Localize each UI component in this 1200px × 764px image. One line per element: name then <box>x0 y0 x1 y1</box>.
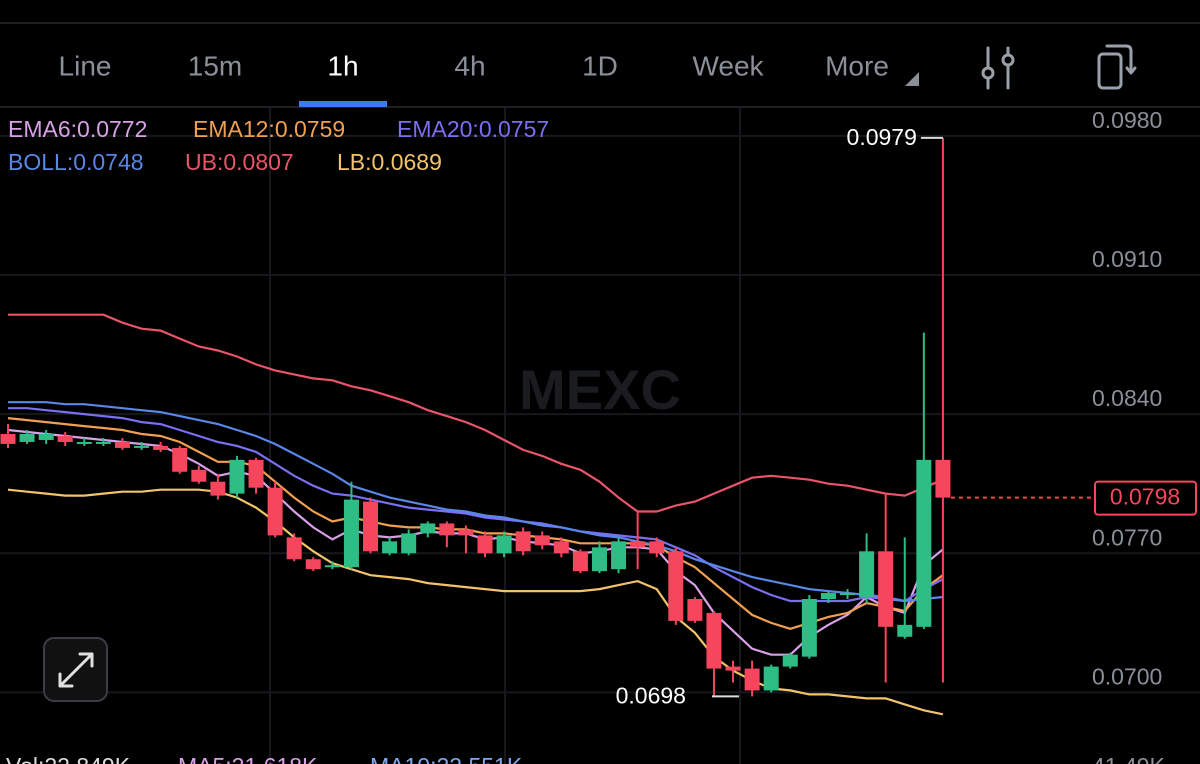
candle-body <box>878 551 894 627</box>
candle-body <box>134 445 150 448</box>
candle-body <box>725 666 741 671</box>
candle-body <box>611 541 627 570</box>
y-tick-label: 0.0910 <box>1092 246 1162 272</box>
candle-body <box>649 541 665 554</box>
tab[interactable]: 4h <box>454 50 485 81</box>
candle-body <box>267 487 283 536</box>
tab[interactable]: 1D <box>582 50 618 81</box>
indicator-line <box>7 417 944 630</box>
indicator-line <box>8 407 944 603</box>
candle-body <box>343 499 359 568</box>
candle-body <box>477 535 493 554</box>
active-tab-underline <box>299 101 387 107</box>
indicator-settings-icon[interactable] <box>981 46 1015 90</box>
candle-body <box>420 523 436 534</box>
candle-body <box>382 541 398 554</box>
legend-entry: BOLL:0.0748 <box>8 149 144 175</box>
candle-body <box>458 529 474 536</box>
candle-body <box>687 599 703 621</box>
volume-label: Vol:22.849K <box>6 753 131 764</box>
legend-entry: EMA12:0.0759 <box>193 116 345 142</box>
plot: 0.0980 0.0910 0.0840 0.0770 0.0700 0.0979 0.06… <box>0 107 1200 764</box>
legend-entry: EMA20:0.0757 <box>397 116 549 142</box>
candle-body <box>38 434 54 440</box>
candle-body <box>820 593 836 600</box>
candle-body <box>763 666 779 691</box>
candle-body <box>630 541 646 548</box>
indicator-line <box>8 401 944 603</box>
legend-entry: UB:0.0807 <box>185 149 294 175</box>
candle-body <box>229 459 245 494</box>
legend-entry: EMA6:0.0772 <box>8 116 147 142</box>
indicator-line <box>8 313 944 513</box>
candle-body <box>706 612 722 669</box>
candle-body <box>801 599 817 657</box>
expand-button[interactable] <box>43 637 108 702</box>
high-label: 0.0979 <box>847 124 917 150</box>
more-caret <box>905 72 919 86</box>
candle-body <box>305 559 321 570</box>
candle-body <box>782 654 798 667</box>
candle-body <box>553 541 569 554</box>
volume-ma5: MA5:21.618K <box>178 753 318 764</box>
y-tick-label: 0.0770 <box>1092 524 1162 550</box>
tab[interactable]: 15m <box>188 50 242 81</box>
orientation-icon[interactable] <box>1097 44 1137 90</box>
candle-body <box>172 447 188 472</box>
tab[interactable]: Line <box>59 50 112 81</box>
candle-body <box>534 535 550 546</box>
candle-body <box>95 441 111 444</box>
candle-body <box>324 565 340 568</box>
volume-ma10: MA10:22.551K <box>370 753 523 764</box>
y-tick-label: 0.0980 <box>1092 107 1162 133</box>
candle-body <box>840 593 856 596</box>
candle-body <box>859 551 875 598</box>
candle-body <box>153 445 169 450</box>
y-tick-label: 0.0840 <box>1092 385 1162 411</box>
candle-body <box>916 459 932 627</box>
candle-body <box>0 434 16 444</box>
candle-body <box>286 537 302 560</box>
candle-body <box>114 441 130 448</box>
candle-body <box>439 523 455 536</box>
candle-body <box>210 481 226 496</box>
tab[interactable]: Week <box>692 50 764 81</box>
timeframe-tabs: Line 15m 1h 4h 1D Week More <box>59 50 889 107</box>
tab[interactable]: 1h <box>327 50 358 81</box>
candle-body <box>744 668 760 691</box>
candle-body <box>191 469 207 482</box>
low-label: 0.0698 <box>616 682 686 708</box>
indicator-line <box>7 488 944 716</box>
y-tick-label: 0.0700 <box>1092 664 1162 690</box>
candle-body <box>76 441 92 444</box>
candle-body <box>591 547 607 572</box>
candle-body <box>19 434 35 442</box>
candle-body <box>515 531 531 552</box>
candle-body <box>668 551 684 621</box>
legend-entry: LB:0.0689 <box>337 149 442 175</box>
candle-body <box>897 624 913 637</box>
candle-body <box>248 459 264 488</box>
current-price-box <box>1094 480 1197 516</box>
candle-body <box>496 535 512 554</box>
candle-body <box>401 533 417 554</box>
volume-axis-top: 41.49K <box>1092 753 1166 764</box>
candle-body <box>935 459 951 498</box>
tab[interactable]: More <box>825 50 889 81</box>
candle-body <box>363 501 379 552</box>
candle-body <box>57 436 73 442</box>
current-price-label: 0.0798 <box>1110 484 1180 510</box>
watermark: MEXC <box>519 358 681 421</box>
candle-body <box>572 551 588 572</box>
